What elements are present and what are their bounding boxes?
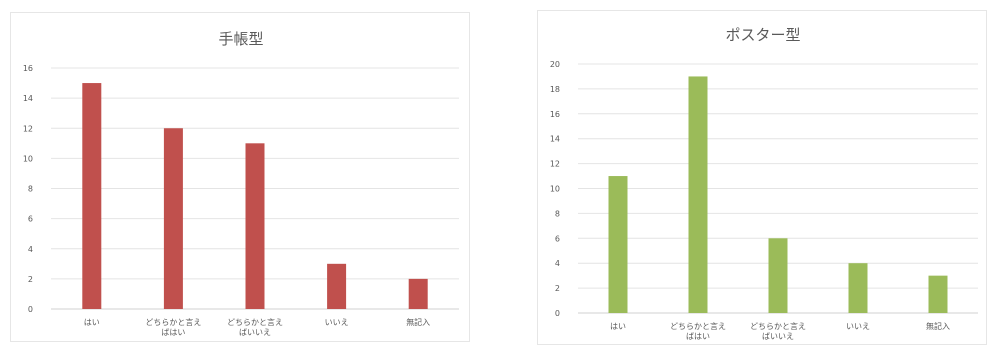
category-label: 無記入 <box>406 317 430 327</box>
y-tick-label: 6 <box>28 215 33 224</box>
y-tick-label: 4 <box>555 259 560 268</box>
category-label: どちらかと言え <box>145 317 201 327</box>
bar-poster-2 <box>768 238 788 313</box>
category-label: はい <box>610 322 626 331</box>
bar-poster-3 <box>848 263 868 313</box>
chart-title: 手帳型 <box>218 30 263 48</box>
y-tick-label: 8 <box>28 185 33 194</box>
y-tick-label: 2 <box>555 284 560 293</box>
chart-panel-techo: 手帳型 0 2 4 6 8 10 12 14 16 はい どちらかと言え ばはい どちらかと言え ばいいえい… <box>10 12 470 342</box>
y-tick-label: 2 <box>28 275 33 284</box>
bar-poster-4 <box>928 275 948 313</box>
y-tick-label: 20 <box>550 60 560 69</box>
bar-techo-0 <box>82 83 102 309</box>
category-label: ばはい <box>686 332 710 341</box>
y-tick-label: 10 <box>23 154 33 163</box>
bar-techo-3 <box>327 263 347 309</box>
bar-techo-4 <box>408 278 428 309</box>
category-label: 無記入 <box>926 321 950 331</box>
bar-techo-1 <box>163 128 183 309</box>
y-tick-label: 14 <box>23 94 33 103</box>
y-tick-label: 16 <box>550 110 560 119</box>
category-label: いいえ <box>846 322 870 331</box>
bar-poster-1 <box>688 76 708 313</box>
chart-panel-poster: ポスター型 0 2 4 6 8 10 12 14 16 18 20 はい どちらかと言え ばはい どちらかと言… <box>537 10 987 345</box>
category-label: ばはい <box>161 328 185 337</box>
y-tick-label: 6 <box>555 234 560 243</box>
y-tick-label: 0 <box>28 305 33 314</box>
y-tick-label: 18 <box>550 85 560 94</box>
y-tick-label: 10 <box>550 185 560 194</box>
category-label: どちらかと言え <box>670 321 726 331</box>
category-label: ばいいえ <box>762 332 794 341</box>
bar-techo-2 <box>245 143 265 309</box>
y-tick-label: 14 <box>550 135 560 144</box>
y-tick-label: 4 <box>28 245 33 254</box>
y-tick-label: 12 <box>550 160 560 169</box>
bar-poster-0 <box>608 176 628 313</box>
category-label: どちらかと言え <box>227 317 283 327</box>
y-tick-label: 8 <box>555 209 560 218</box>
category-label: ばいいえ <box>239 328 271 337</box>
y-tick-label: 16 <box>23 64 33 73</box>
category-label: はい <box>84 318 100 327</box>
y-tick-label: 0 <box>555 309 560 318</box>
y-tick-label: 12 <box>23 124 33 133</box>
chart-title: ポスター型 <box>725 26 800 44</box>
category-label: いいえ <box>325 318 349 327</box>
category-label: どちらかと言え <box>750 321 806 331</box>
